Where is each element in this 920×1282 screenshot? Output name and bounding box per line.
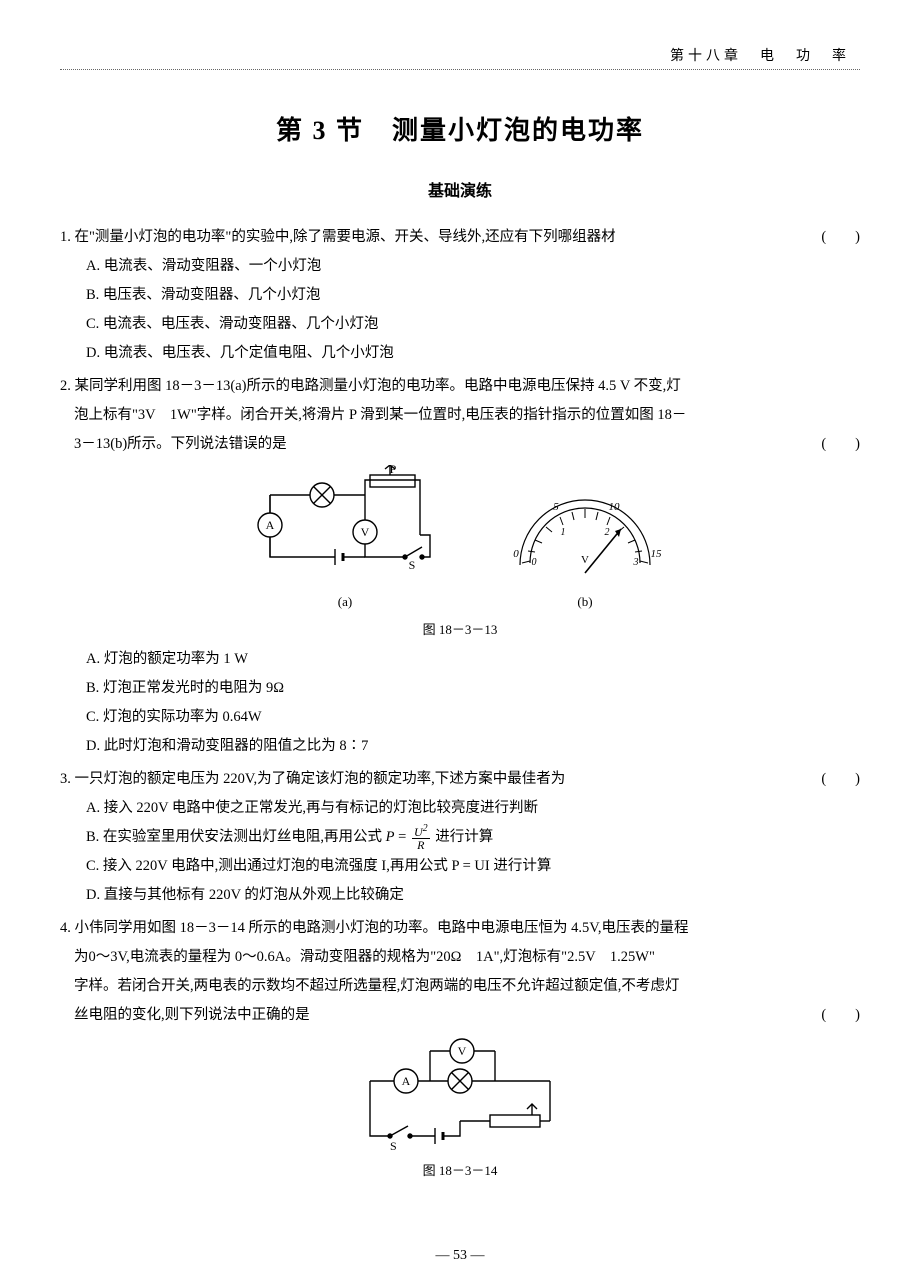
tick-15-outer: 15 (651, 548, 663, 560)
q2-option-d: D. 此时灯泡和滑动变阻器的阻值之比为 8∶7 (60, 732, 860, 761)
q2-stem-line2: 泡上标有"3V 1W"字样。闭合开关,将滑片 P 滑到某一位置时,电压表的指针指… (60, 401, 860, 430)
header-rule (60, 69, 860, 70)
q1-option-b: B. 电压表、滑动变阻器、几个小灯泡 (60, 281, 860, 310)
tick-3-inner: 3 (633, 557, 639, 568)
q2-stem-line3: 3－13(b)所示。下列说法错误的是 ( ) (60, 430, 860, 459)
tick-5-outer: 5 (553, 501, 559, 513)
answer-paren: ( ) (821, 430, 860, 459)
figure-13a-wrap: P A V S (a) (250, 465, 440, 615)
q3-optb-pre: B. 在实验室里用伏安法测出灯丝电阻,再用公式 (86, 829, 386, 845)
q3-option-d: D. 直接与其他标有 220V 的灯泡从外观上比较确定 (60, 881, 860, 910)
q4-stem-line4-text: 丝电阻的变化,则下列说法中正确的是 (74, 1007, 310, 1023)
q1-stem: 1. 在"测量小灯泡的电功率"的实验中,除了需要电源、开关、导线外,还应有下列哪… (60, 223, 860, 252)
q4-stem-line1: 4. 小伟同学用如图 18－3－14 所示的电路测小灯泡的功率。电路中电源电压恒… (60, 914, 860, 943)
figure-14-caption: 图 18－3－14 (60, 1158, 860, 1184)
question-4: 4. 小伟同学用如图 18－3－14 所示的电路测小灯泡的功率。电路中电源电压恒… (60, 914, 860, 1184)
sub-heading: 基础演练 (60, 177, 860, 201)
q3-optc-text: C. 接入 220V 电路中,测出通过灯泡的电流强度 I,再用公式 P = UI… (86, 858, 551, 874)
q1-option-c: C. 电流表、电压表、滑动变阻器、几个小灯泡 (60, 310, 860, 339)
figure-13b-caption: (b) (500, 589, 670, 615)
label-s-b: S (390, 1139, 397, 1153)
label-v-b: V (458, 1044, 467, 1058)
label-p: P (390, 465, 397, 476)
fraction-u2-r: U2 R (412, 824, 430, 851)
figure-13a-caption: (a) (250, 589, 440, 615)
figure-13b-wrap: 0 5 10 15 0 1 2 3 (500, 485, 670, 615)
q2-stem-line1: 2. 某同学利用图 18－3－13(a)所示的电路测量小灯泡的电功率。电路中电源… (60, 372, 860, 401)
q2-option-a: A. 灯泡的额定功率为 1 W (60, 645, 860, 674)
label-a: A (266, 518, 275, 532)
page-number: — 53 — (0, 1248, 920, 1264)
q4-stem-line3: 字样。若闭合开关,两电表的示数均不超过所选量程,灯泡两端的电压不允许超过额定值,… (60, 972, 860, 1001)
label-v: V (361, 525, 370, 539)
q2-stem-line3-text: 3－13(b)所示。下列说法错误的是 (74, 436, 287, 452)
figure-13-caption: 图 18－3－13 (60, 617, 860, 643)
q3-option-c: C. 接入 220V 电路中,测出通过灯泡的电流强度 I,再用公式 P = UI… (60, 852, 860, 881)
q1-option-d: D. 电流表、电压表、几个定值电阻、几个小灯泡 (60, 339, 860, 368)
content-body: 1. 在"测量小灯泡的电功率"的实验中,除了需要电源、开关、导线外,还应有下列哪… (60, 223, 860, 1184)
voltmeter-dial-svg: 0 5 10 15 0 1 2 3 (500, 485, 670, 585)
question-2: 2. 某同学利用图 18－3－13(a)所示的电路测量小灯泡的电功率。电路中电源… (60, 372, 860, 761)
q2-option-b: B. 灯泡正常发光时的电阻为 9Ω (60, 674, 860, 703)
q1-text: 1. 在"测量小灯泡的电功率"的实验中,除了需要电源、开关、导线外,还应有下列哪… (60, 229, 616, 245)
answer-paren: ( ) (821, 765, 860, 794)
q4-stem-line4: 丝电阻的变化,则下列说法中正确的是 ( ) (60, 1001, 860, 1030)
label-a-b: A (402, 1074, 411, 1088)
tick-2-inner: 2 (605, 527, 610, 538)
question-3: 3. 一只灯泡的额定电压为 220V,为了确定该灯泡的额定功率,下述方案中最佳者… (60, 765, 860, 910)
section-title: 第 3 节 测量小灯泡的电功率 (60, 110, 860, 147)
unit-v: V (581, 554, 589, 566)
q3-text: 3. 一只灯泡的额定电压为 220V,为了确定该灯泡的额定功率,下述方案中最佳者… (60, 771, 565, 787)
label-s: S (409, 558, 416, 572)
tick-0-outer: 0 (513, 548, 519, 560)
circuit-b-svg: V A S (350, 1036, 570, 1156)
q3-option-b: B. 在实验室里用伏安法测出灯丝电阻,再用公式 P = U2 R 进行计算 (60, 823, 860, 852)
running-head: 第十八章 电 功 率 (60, 45, 860, 65)
tick-0-inner: 0 (532, 557, 537, 568)
q1-option-a: A. 电流表、滑动变阻器、一个小灯泡 (60, 252, 860, 281)
tick-1-inner: 1 (561, 527, 566, 538)
figure-18-3-13: P A V S (a) (60, 465, 860, 643)
q2-option-c: C. 灯泡的实际功率为 0.64W (60, 703, 860, 732)
tick-10-outer: 10 (609, 501, 621, 513)
answer-paren: ( ) (821, 223, 860, 252)
figure-18-3-14: V A S 图 18－3－14 (60, 1036, 860, 1184)
q3-stem: 3. 一只灯泡的额定电压为 220V,为了确定该灯泡的额定功率,下述方案中最佳者… (60, 765, 860, 794)
q4-stem-line2: 为0～3V,电流表的量程为 0～0.6A。滑动变阻器的规格为"20Ω 1A",灯… (60, 943, 860, 972)
q3-option-a: A. 接入 220V 电路中使之正常发光,再与有标记的灯泡比较亮度进行判断 (60, 794, 860, 823)
answer-paren: ( ) (821, 1001, 860, 1030)
question-1: 1. 在"测量小灯泡的电功率"的实验中,除了需要电源、开关、导线外,还应有下列哪… (60, 223, 860, 368)
circuit-a-svg: P A V S (250, 465, 440, 585)
q3-optb-post: 进行计算 (435, 829, 493, 845)
